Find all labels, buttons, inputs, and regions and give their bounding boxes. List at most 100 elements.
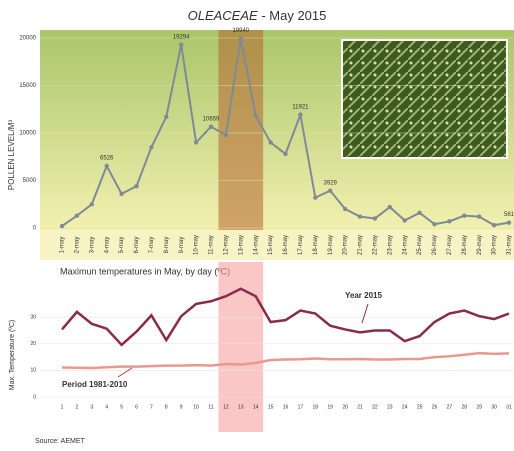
x-tick-label: 19-may: [328, 235, 334, 255]
data-label: 19940: [232, 28, 249, 34]
x-tick-label: 30: [491, 404, 497, 410]
x-tick-label: 4: [105, 404, 108, 410]
data-point: [90, 202, 94, 206]
x-tick-label: 22-may: [372, 235, 378, 255]
data-label: 6526: [100, 156, 114, 162]
x-tick-label: 2: [76, 404, 79, 410]
x-tick-label: 17-may: [298, 235, 304, 255]
x-tick-label: 21: [357, 404, 363, 410]
x-tick-label: 21-may: [358, 235, 364, 255]
data-point: [477, 214, 481, 218]
y-axis-label: POLLEN LEVEL/M³: [7, 120, 16, 191]
x-tick-label: 11-may: [209, 235, 215, 255]
x-tick-label: 28: [462, 404, 468, 410]
x-tick-label: 14: [253, 404, 259, 410]
y-tick-label: 30: [30, 315, 36, 321]
x-tick-label: 7-may: [149, 237, 155, 254]
x-tick-label: 3: [90, 404, 93, 410]
data-point: [209, 125, 213, 129]
x-tick-label: 13-may: [238, 235, 244, 255]
x-tick-label: 17: [298, 404, 304, 410]
x-tick-label: 25-may: [417, 235, 423, 255]
y-tick-label: 10000: [19, 131, 36, 137]
x-tick-label: 25: [417, 404, 423, 410]
x-tick-label: 10-may: [194, 235, 200, 255]
data-point: [507, 220, 511, 224]
x-tick-label: 16: [283, 404, 289, 410]
data-point: [254, 114, 258, 118]
x-tick-label: 31-may: [507, 235, 513, 255]
x-tick-label: 8-may: [164, 237, 170, 254]
x-tick-label: 20: [342, 404, 348, 410]
x-tick-label: 7: [150, 404, 153, 410]
y-tick-label: 15000: [19, 83, 36, 89]
x-tick-label: 23: [387, 404, 393, 410]
olive-photo: [342, 40, 507, 158]
data-point: [194, 140, 198, 144]
data-point: [75, 213, 79, 217]
data-point: [328, 188, 332, 192]
x-tick-label: 13: [238, 404, 244, 410]
x-tick-label: 18: [313, 404, 319, 410]
x-tick-label: 26-may: [432, 235, 438, 255]
x-tick-label: 5: [120, 404, 123, 410]
y-tick-label: 0: [33, 226, 37, 232]
data-point: [388, 205, 392, 209]
data-point: [298, 113, 302, 117]
y-axis-label: Max. Temperature (ºC): [9, 320, 16, 391]
x-tick-label: 6: [135, 404, 138, 410]
highlight-band: [218, 30, 263, 230]
x-tick-label: 24-may: [402, 235, 408, 255]
legend-label: Period 1981-2010: [62, 380, 128, 389]
data-point: [403, 218, 407, 222]
x-tick-label: 19: [327, 404, 333, 410]
x-tick-label: 31: [506, 404, 512, 410]
x-tick-label: 6-may: [134, 237, 140, 254]
axis-background: [40, 230, 514, 260]
x-tick-label: 11: [208, 404, 213, 410]
source: Source: AEMET: [35, 438, 86, 445]
data-point: [119, 192, 123, 196]
data-point: [358, 214, 362, 218]
x-tick-label: 1-may: [60, 237, 66, 254]
x-tick-label: 23-may: [387, 235, 393, 255]
x-tick-label: 24: [402, 404, 408, 410]
x-tick-label: 26: [432, 404, 438, 410]
y-tick-label: 5000: [23, 178, 37, 184]
x-tick-label: 29: [476, 404, 482, 410]
data-point: [179, 43, 183, 47]
x-tick-label: 15: [268, 404, 274, 410]
data-point: [373, 216, 377, 220]
x-tick-label: 9: [180, 404, 183, 410]
x-tick-label: 30-may: [492, 235, 498, 255]
data-point: [164, 115, 168, 119]
data-label: 10659: [203, 116, 220, 122]
data-point: [134, 184, 138, 188]
x-tick-label: 3-may: [89, 237, 95, 254]
x-tick-label: 20-may: [343, 235, 349, 255]
x-tick-label: 1: [61, 404, 64, 410]
x-tick-label: 16-may: [283, 235, 289, 255]
annotation-arrow: [118, 368, 132, 377]
data-point: [432, 222, 436, 226]
x-tick-label: 29-may: [477, 235, 483, 255]
data-point: [447, 219, 451, 223]
data-point: [492, 223, 496, 227]
data-point: [313, 195, 317, 199]
x-tick-label: 28-may: [462, 235, 468, 255]
x-tick-label: 14-may: [253, 235, 259, 255]
y-tick-label: 0: [33, 394, 36, 400]
chart-title: Maximun temperatures in May, by day (ºC): [60, 266, 230, 276]
x-tick-label: 18-may: [313, 235, 319, 255]
series-line: [62, 289, 509, 345]
x-tick-label: 8: [165, 404, 168, 410]
data-label: 3929: [324, 180, 338, 186]
data-point: [239, 36, 243, 40]
y-tick-label: 20: [30, 341, 36, 347]
data-label: 11921: [292, 104, 309, 110]
data-point: [149, 145, 153, 149]
data-point: [343, 207, 347, 211]
data-point: [268, 140, 272, 144]
data-point: [105, 164, 109, 168]
x-tick-label: 15-may: [268, 235, 274, 255]
